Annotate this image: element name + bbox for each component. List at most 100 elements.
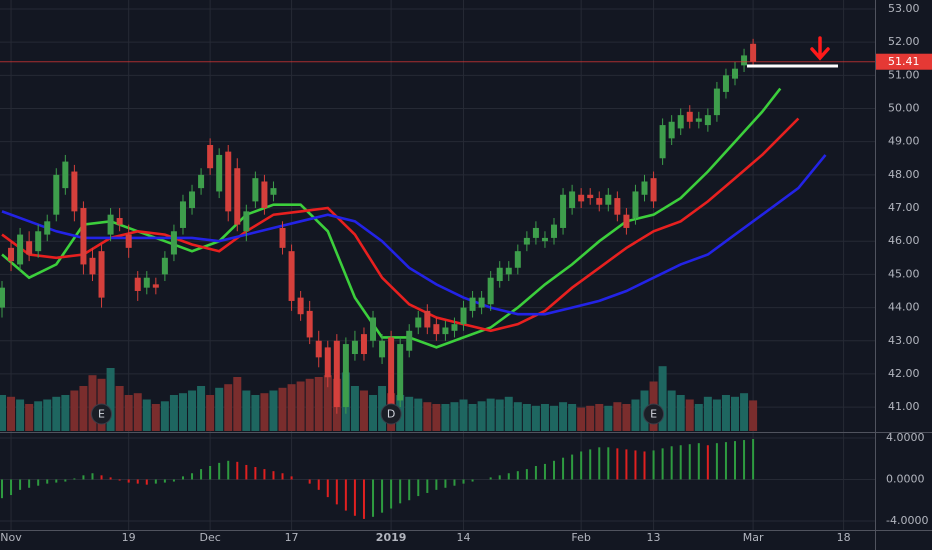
- candle-body: [496, 267, 503, 282]
- volume-bar: [133, 393, 142, 431]
- candle-body: [53, 174, 60, 215]
- volume-bar: [749, 400, 758, 431]
- candle-body: [578, 194, 585, 202]
- candle-body: [17, 234, 24, 265]
- histogram-bar: [625, 449, 628, 480]
- volume-bar: [559, 402, 568, 431]
- candle-body: [514, 251, 521, 268]
- candle-body: [89, 257, 96, 275]
- volume-bar: [43, 399, 52, 431]
- candle-body: [469, 297, 476, 311]
- candle-body: [704, 115, 711, 126]
- volume-bar: [432, 404, 441, 431]
- histogram-bar: [272, 471, 275, 480]
- histogram-bar: [308, 479, 311, 484]
- candle-body: [406, 330, 413, 351]
- volume-bar: [550, 405, 559, 431]
- histogram-bar: [553, 460, 556, 480]
- volume-bar: [694, 404, 703, 431]
- volume-bar: [450, 402, 459, 431]
- candle-body: [741, 55, 748, 66]
- histogram-bar: [46, 479, 49, 484]
- histogram-bar: [82, 475, 85, 480]
- volume-bar: [178, 393, 187, 431]
- histogram-bar: [489, 477, 492, 480]
- histogram-bar: [697, 443, 700, 480]
- event-label: E: [98, 408, 105, 421]
- volume-bar: [79, 386, 88, 431]
- candle-body: [35, 231, 42, 252]
- histogram-bar: [118, 479, 121, 481]
- x-tick-label: Dec: [199, 531, 220, 544]
- volume-bar: [468, 404, 477, 431]
- candle-body: [415, 317, 422, 328]
- volume-bar: [703, 396, 712, 431]
- volume-bar: [70, 390, 79, 431]
- volume-bar: [106, 368, 115, 431]
- candle-body: [614, 198, 621, 215]
- volume-bar: [531, 405, 540, 431]
- volume-bar: [242, 390, 251, 431]
- candle-body: [261, 181, 268, 209]
- histogram-bar: [525, 469, 528, 480]
- y-tick-label: 50.00: [888, 101, 920, 114]
- histogram-bar: [172, 479, 175, 482]
- candle-body: [297, 297, 304, 315]
- histogram-bar: [263, 469, 266, 480]
- candle-body: [8, 247, 15, 262]
- moving-average-line: [1, 87, 782, 349]
- volume-bar: [287, 384, 296, 431]
- candle-body: [80, 208, 87, 265]
- histogram-bar: [28, 479, 31, 488]
- histogram-bar: [154, 479, 157, 484]
- candle-body: [379, 340, 386, 358]
- histogram-bar: [200, 469, 203, 480]
- histogram-bar: [453, 479, 456, 486]
- y-tick-label: 47.00: [888, 201, 920, 214]
- candle-body: [0, 287, 5, 308]
- histogram-bar: [634, 450, 637, 480]
- volume-bar: [251, 395, 260, 431]
- volume-bar: [667, 390, 676, 431]
- volume-bar: [0, 395, 6, 431]
- histogram-bar: [417, 479, 420, 497]
- volume-bar: [613, 402, 622, 431]
- candle-body: [551, 224, 558, 238]
- volume-bar: [522, 404, 531, 431]
- last-price-label: 51.41: [888, 55, 920, 68]
- candle-body: [596, 198, 603, 205]
- candle-body: [161, 257, 168, 275]
- histogram-bar: [752, 439, 755, 480]
- histogram-bar: [317, 479, 320, 490]
- volume-bar: [88, 375, 97, 431]
- histogram-bar: [734, 441, 737, 480]
- volume-bar: [595, 404, 604, 431]
- x-tick-label: 17: [285, 531, 299, 544]
- volume-bar: [622, 404, 631, 431]
- volume-bar: [658, 366, 667, 431]
- candle-body: [179, 201, 186, 228]
- candle-body: [641, 181, 648, 195]
- candle-body: [143, 277, 150, 288]
- candle-body: [505, 267, 512, 275]
- candle-body: [26, 241, 33, 255]
- histogram-bar: [516, 471, 519, 480]
- candle-body: [125, 234, 132, 248]
- moving-average-line: [1, 117, 800, 333]
- candle-body: [333, 340, 340, 408]
- candle-body: [587, 194, 594, 199]
- event-label: D: [387, 408, 395, 421]
- candle-body: [722, 75, 729, 92]
- histogram-bar: [426, 479, 429, 493]
- histogram-bar: [534, 465, 537, 480]
- candle-body: [234, 168, 241, 225]
- y-tick-label: 51.00: [888, 68, 920, 81]
- histogram-bar: [109, 477, 112, 480]
- histogram-bar: [55, 479, 58, 483]
- histogram-bar: [661, 448, 664, 480]
- histogram-bar: [344, 479, 347, 511]
- histogram-bar: [191, 473, 194, 480]
- volume-bar: [7, 396, 16, 431]
- volume-bar: [169, 395, 178, 431]
- candle-body: [71, 171, 78, 212]
